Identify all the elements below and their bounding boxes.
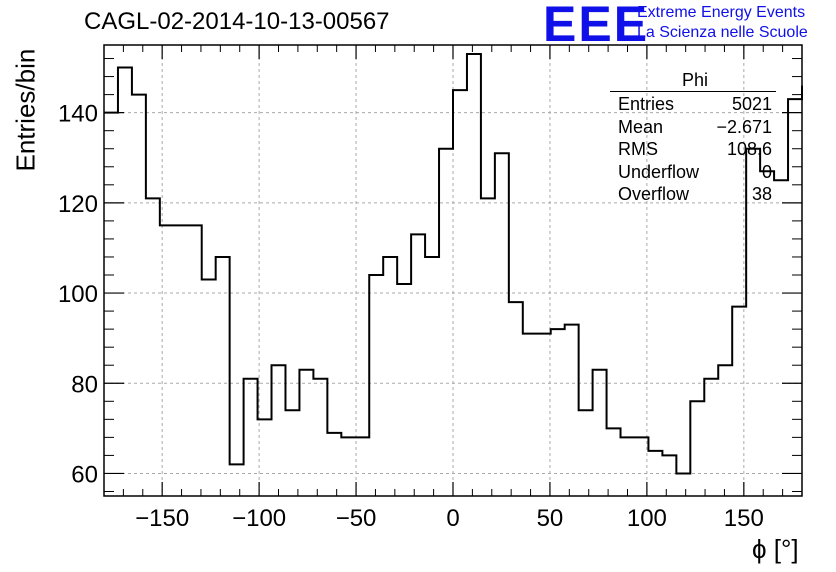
stats-divider [610, 91, 776, 92]
stats-label: Entries [618, 94, 675, 114]
stats-row: Entries 5021 [612, 93, 778, 116]
stats-row: Overflow 38 [612, 183, 778, 206]
y-tick-label: 80 [71, 371, 98, 398]
x-tick-label: 100 [627, 505, 667, 532]
x-tick-label: 50 [537, 505, 564, 532]
stats-value: 0 [761, 161, 772, 182]
histogram-line [104, 53, 803, 475]
y-tick-label: 60 [71, 461, 98, 488]
logo-caption-line2: La Scienza nelle Scuole [637, 24, 808, 41]
stats-row: Underflow 0 [612, 161, 778, 184]
stats-label: Underflow [618, 161, 700, 182]
stats-title: Phi [681, 70, 708, 90]
stats-value: −2.671 [716, 116, 772, 137]
x-tick-label: −100 [232, 505, 286, 532]
stats-value: 108.6 [726, 139, 772, 159]
tick-labels: −150 −100 −50 0 50 100 150 60 80 100 120 140 [58, 101, 764, 532]
stats-row: RMS 108.6 [612, 138, 778, 161]
stats-value: 38 [751, 184, 772, 204]
x-tick-label: −150 [135, 505, 189, 532]
stats-label: Overflow [618, 184, 690, 204]
chart-title: CAGL-02-2014-10-13-00567 [84, 8, 390, 35]
y-axis-label: Entries/bin [10, 48, 41, 172]
axis-ticks [103, 45, 803, 496]
stats-row: Mean −2.671 [612, 116, 778, 139]
x-tick-label: 0 [446, 505, 459, 532]
y-tick-label: 120 [58, 191, 98, 218]
x-axis-label: ϕ [°] [752, 534, 799, 564]
stats-label: RMS [618, 139, 658, 159]
eee-logo: EEE [543, 0, 650, 52]
stats-label: Mean [618, 116, 664, 137]
y-tick-label: 100 [58, 281, 98, 308]
y-tick-label: 140 [58, 101, 98, 128]
stats-value: 5021 [731, 94, 772, 114]
logo-caption: Extreme Energy Events La Scienza nelle S… [637, 3, 808, 43]
x-tick-label: −50 [336, 505, 377, 532]
logo-caption-line1: Extreme Energy Events [637, 4, 806, 21]
x-tick-label: 150 [724, 505, 764, 532]
stats-box: Phi Entries 5021 Mean −2.671 RMS 108.6 Unde… [610, 70, 778, 206]
